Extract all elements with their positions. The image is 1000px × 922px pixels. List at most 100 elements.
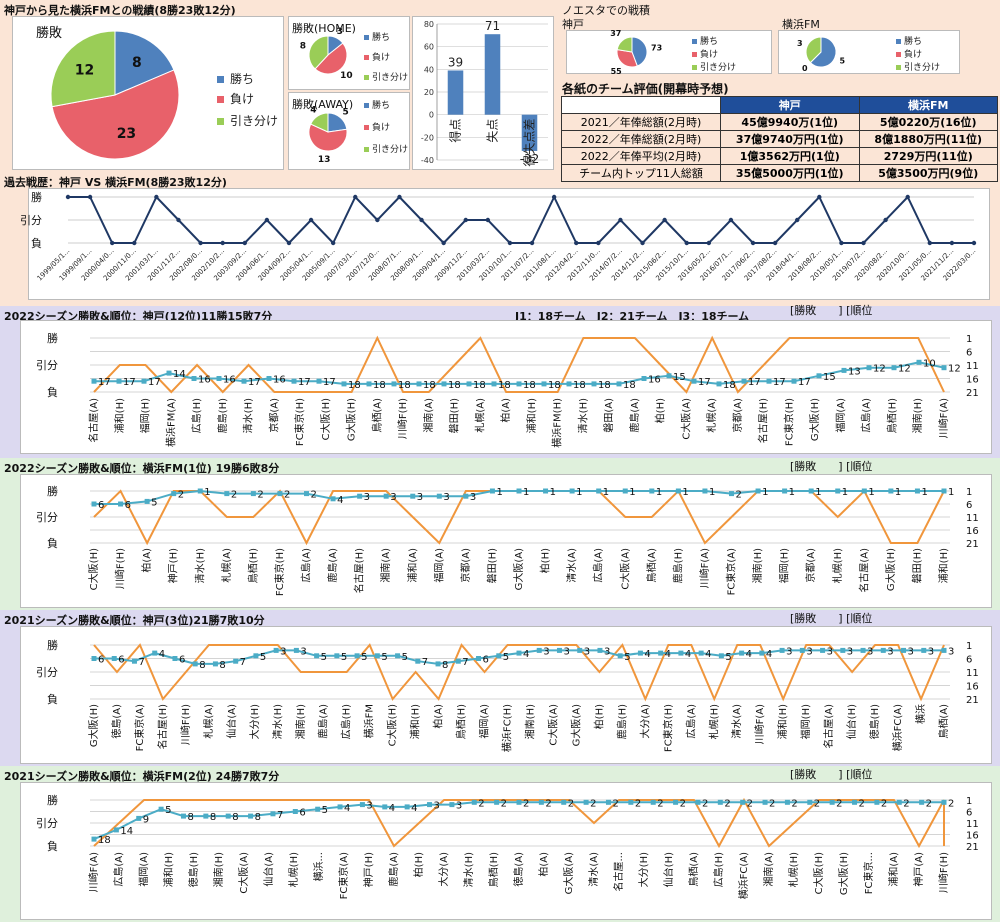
rank-point [779, 647, 785, 653]
rank-value-label: 16 [223, 375, 236, 386]
rank-point [293, 647, 299, 653]
rank-value-label: 2 [859, 798, 865, 809]
season-2-title: 2021シーズン勝敗&順位：神戸(3位)21勝7敗10分 [4, 614, 265, 627]
main-legend-win: 勝ち [217, 70, 254, 87]
rank-value-label: 12 [948, 364, 961, 375]
data-point [485, 217, 491, 223]
rank-point [341, 381, 347, 387]
rank-point [466, 381, 472, 387]
rank-value-label: 15 [673, 372, 686, 383]
rank-value-label: 7 [462, 657, 468, 668]
eval-kobe-value: 1億3562万円(1位) [720, 147, 860, 165]
rank-point [354, 653, 360, 659]
x-tick-label: 川崎F(H) [396, 398, 409, 439]
y-category-label: 引分 [36, 358, 58, 372]
rank-axis-label: 6 [966, 808, 972, 819]
x-tick-label: 清水(H) [462, 852, 475, 887]
rank-value-label: 3 [543, 646, 549, 657]
x-tick-label: 名古屋(A) [822, 704, 835, 749]
rank-point [91, 656, 97, 661]
data-point [640, 240, 645, 246]
x-tick-label: 札幌(H) [787, 852, 800, 887]
x-tick-label: 清水(H) [242, 398, 255, 433]
main-pie-title: 勝敗 [36, 26, 63, 41]
y-category-label: 負 [31, 237, 42, 250]
rank-axis-label: 11 [966, 668, 979, 679]
data-point [109, 240, 115, 246]
rank-point [136, 815, 142, 821]
data-point [87, 194, 93, 200]
pie-label: 5 [343, 108, 349, 118]
away-legend-win: 勝ち [364, 98, 390, 111]
x-tick-label: 清水(A) [730, 704, 743, 739]
x-tick-label: 清水(H) [271, 704, 284, 739]
data-point [839, 240, 844, 246]
rank-value-label: 4 [344, 803, 350, 814]
data-point [419, 217, 424, 223]
rank-value-label: 5 [402, 652, 408, 663]
rank-point [716, 381, 722, 387]
rank-point [782, 488, 788, 494]
rank-value-label: 1 [709, 487, 715, 498]
data-point [375, 217, 380, 223]
rank-value-label: 6 [179, 655, 185, 666]
pie-slice [631, 36, 648, 67]
x-tick-label: FC東京(H) [661, 704, 674, 752]
noesta-yfm-legend-loss: 負け [896, 47, 922, 60]
rank-point [808, 488, 814, 494]
x-tick-label: 福岡(A) [478, 704, 491, 739]
x-tick-label: 広島(A) [112, 852, 125, 887]
x-tick-label: C大阪(H) [812, 852, 825, 894]
x-tick-label: 横浜FC(A) [891, 704, 904, 751]
rank-axis-label: 21 [966, 388, 979, 399]
x-tick-label: 札幌(H) [707, 704, 720, 739]
x-tick-label: 福岡(H) [799, 704, 812, 739]
rank-point [463, 493, 469, 499]
pie-label: 73 [651, 43, 662, 52]
data-point [574, 240, 579, 246]
rank-point [203, 813, 209, 819]
rank-axis-label: 16 [966, 682, 979, 693]
rank-axis-label: 1 [966, 796, 972, 807]
rank-value-label: 18 [448, 380, 461, 391]
rank-value-label: 2 [814, 798, 820, 809]
x-tick-label: 浦和(H) [776, 704, 789, 739]
season-3-title: 2021シーズン勝敗&順位：横浜FM(2位) 24勝7敗7分 [4, 770, 280, 783]
x-tick-label: FC東京(A) [133, 704, 146, 751]
rank-point [471, 799, 477, 805]
data-point [706, 240, 712, 246]
rank-point [476, 656, 482, 661]
rank-value-label: 6 [118, 655, 124, 666]
y-category-label: 勝 [47, 331, 58, 345]
away-legend-loss: 負け [364, 120, 390, 133]
x-tick-label: C大阪(H) [87, 548, 100, 590]
pie-label: 10 [340, 71, 353, 81]
rank-value-label: 1 [948, 487, 954, 498]
rank-value-label: 4 [665, 649, 671, 660]
y-category-label: 勝 [31, 190, 42, 204]
rank-point [516, 488, 522, 494]
rank-point [718, 653, 724, 659]
x-tick-label: 横浜FC(H) [501, 704, 514, 752]
x-tick-label: 磐田(H) [910, 548, 923, 583]
rank-value-label: 5 [725, 652, 731, 663]
x-tick-label: 鳥栖(A) [937, 704, 950, 739]
data-point [817, 194, 822, 200]
rank-value-label: 3 [456, 801, 462, 812]
x-tick-label: 湘南(H) [751, 548, 764, 583]
season-1-legend: [勝敗 ] [順位 [790, 460, 873, 473]
rank-point [292, 809, 298, 814]
rank-value-label: 2 [724, 798, 730, 809]
x-tick-label: G大阪(H) [808, 398, 821, 441]
rank-point [641, 376, 647, 381]
pie-label: 8 [132, 55, 142, 71]
x-tick-label: 浦和(H) [937, 548, 950, 583]
rank-point [543, 488, 549, 494]
x-tick-label: 仙台(A) [225, 704, 238, 739]
rank-value-label: 8 [442, 660, 448, 671]
x-tick-label: 札幌(H) [287, 852, 300, 887]
x-tick-label: G大阪(H) [345, 398, 358, 441]
results-line [93, 643, 945, 702]
rank-value-label: 2 [948, 798, 954, 809]
x-tick-label: 磐田(H) [485, 548, 498, 583]
